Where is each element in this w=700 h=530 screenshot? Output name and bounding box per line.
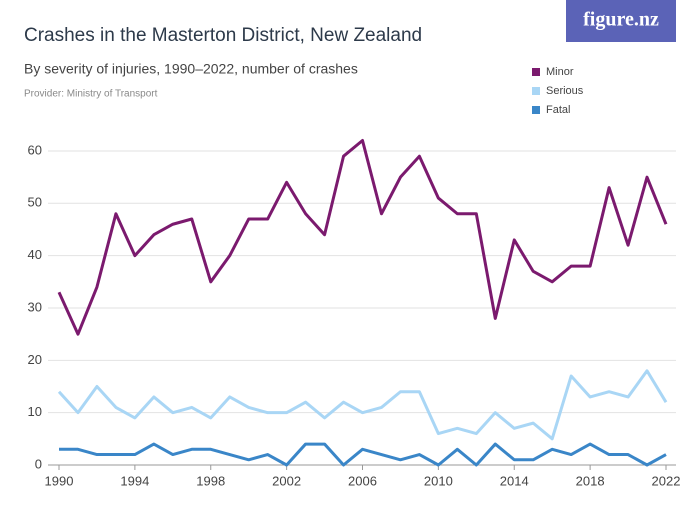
y-tick-label: 0 [35,456,42,471]
x-tick-label: 1998 [196,473,225,488]
provider: Provider: Ministry of Transport [24,89,158,100]
y-tick-label: 30 [28,299,42,314]
brand-box [566,0,676,42]
y-tick-label: 10 [28,404,42,419]
y-tick-label: 20 [28,352,42,367]
x-tick-label: 1990 [45,473,74,488]
series-line [59,442,667,467]
x-tick-label: 1994 [120,473,149,488]
x-tick-label: 2018 [576,473,605,488]
legend-swatch [532,87,540,95]
chart-title: Crashes in the Masterton District, New Z… [24,25,422,46]
legend-label: Serious [546,85,584,97]
y-tick-label: 60 [28,142,42,157]
x-tick-label: 2010 [424,473,453,488]
series-line [57,369,668,441]
x-tick-label: 2002 [272,473,301,488]
legend-swatch [532,68,540,76]
series-line [57,139,668,336]
x-tick-label: 2006 [348,473,377,488]
y-tick-label: 40 [28,247,42,262]
x-tick-label: 2014 [500,473,529,488]
legend-label: Fatal [546,104,570,116]
brand: figure.nz [583,9,659,31]
legend-label: Minor [546,66,574,78]
x-tick-label: 2022 [652,473,681,488]
subtitle: By severity of injuries, 1990–2022, numb… [24,61,358,77]
y-tick-label: 50 [28,195,42,210]
legend-swatch [532,106,540,114]
